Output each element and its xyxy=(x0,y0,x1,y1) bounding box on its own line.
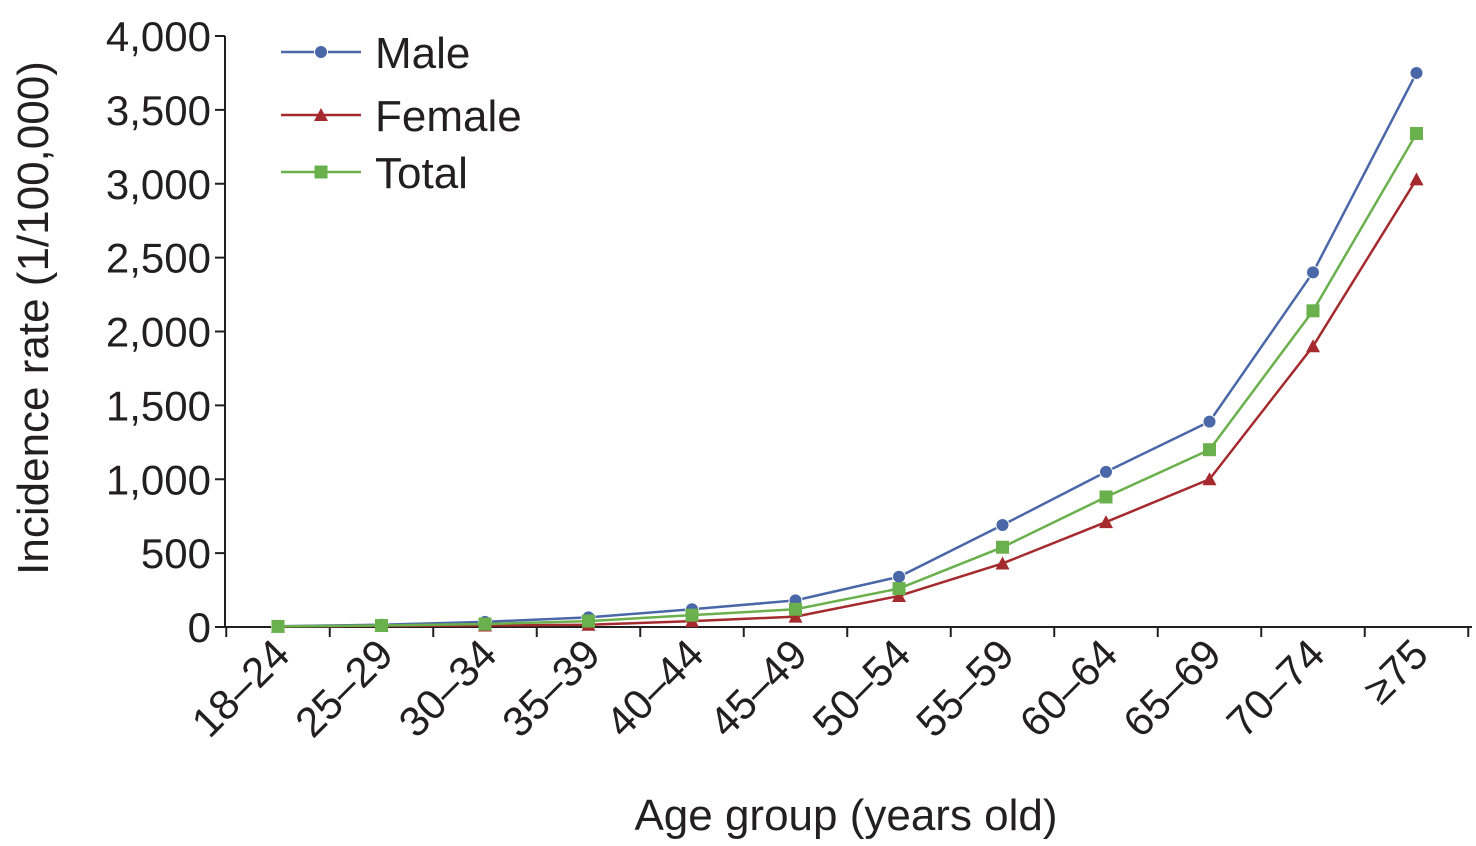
y-ticks: 0 500 1,000 1,500 2,000 2,500 3,000 3,500 4,000 xyxy=(106,13,225,651)
data-point-female xyxy=(788,609,803,623)
data-point-male xyxy=(1409,65,1424,80)
data-point-total xyxy=(582,614,595,628)
y-tick-label: 1,500 xyxy=(106,382,211,429)
legend-label-total: Total xyxy=(375,149,468,198)
data-point-male xyxy=(892,569,906,584)
data-point-female xyxy=(1306,339,1320,353)
series-line-male xyxy=(277,72,1418,628)
y-axis-label: Incidence rate (1/100,000) xyxy=(9,61,58,575)
legend-label-female: Female xyxy=(375,92,522,141)
series-line-female xyxy=(277,178,1418,628)
x-tick-label: 35–39 xyxy=(493,630,609,746)
y-tick-label: 500 xyxy=(141,530,211,577)
legend-label-male: Male xyxy=(375,29,470,78)
y-tick-label: 2,000 xyxy=(106,309,211,356)
x-tick-label: 30–34 xyxy=(390,630,506,746)
x-tick-label: 60–64 xyxy=(1011,630,1127,746)
y-tick-label: 2,500 xyxy=(106,235,211,282)
data-point-total xyxy=(996,540,1009,554)
x-tick-label: ≥75 xyxy=(1354,630,1437,713)
y-tick-label: 3,500 xyxy=(106,87,211,134)
y-tick-label: 0 xyxy=(188,604,211,651)
x-tick-label: 65–69 xyxy=(1114,630,1230,746)
data-point-male xyxy=(1306,265,1320,280)
legend-marker-male xyxy=(314,45,328,59)
data-point-female xyxy=(995,556,1010,570)
data-point-male xyxy=(1099,464,1113,479)
data-point-total xyxy=(1410,127,1423,141)
data-point-male xyxy=(1202,414,1217,429)
data-point-female xyxy=(1409,172,1424,186)
series-line-total xyxy=(277,132,1418,628)
series-total xyxy=(271,127,1423,633)
x-tick-label: 45–49 xyxy=(700,630,816,746)
x-axis-label: Age group (years old) xyxy=(634,791,1057,840)
x-ticks: 18–2425–2930–3435–3940–4445–4950–5455–59… xyxy=(183,627,1470,746)
data-point-female xyxy=(892,588,906,602)
data-point-total xyxy=(685,608,699,622)
x-tick-label: 50–54 xyxy=(804,630,920,746)
x-tick-label: 55–59 xyxy=(907,630,1023,746)
legend-item-male: Male xyxy=(281,29,470,78)
data-point-total xyxy=(1099,490,1113,504)
legend-marker-total xyxy=(314,165,328,179)
legend-marker-female xyxy=(314,108,328,121)
y-tick-label: 4,000 xyxy=(106,13,211,60)
data-point-total xyxy=(789,602,802,616)
series-layer xyxy=(271,65,1424,634)
data-point-total xyxy=(271,619,285,633)
data-point-total xyxy=(1306,304,1320,318)
legend-item-female: Female xyxy=(281,92,522,141)
data-point-total xyxy=(892,582,906,596)
data-point-total xyxy=(478,617,492,631)
x-tick-label: 25–29 xyxy=(286,630,402,746)
x-tick-label: 40–44 xyxy=(597,630,713,746)
y-tick-label: 1,000 xyxy=(106,456,211,503)
data-point-total xyxy=(1203,443,1216,457)
data-point-female xyxy=(1099,515,1113,529)
legend: Male Female Total xyxy=(281,29,522,198)
y-tick-label: 3,000 xyxy=(106,161,211,208)
data-point-total xyxy=(375,619,388,633)
data-point-male xyxy=(995,518,1010,533)
x-tick-label: 70–74 xyxy=(1218,630,1334,746)
series-female xyxy=(271,172,1424,633)
data-point-female xyxy=(1202,472,1217,486)
legend-item-total: Total xyxy=(281,149,468,198)
